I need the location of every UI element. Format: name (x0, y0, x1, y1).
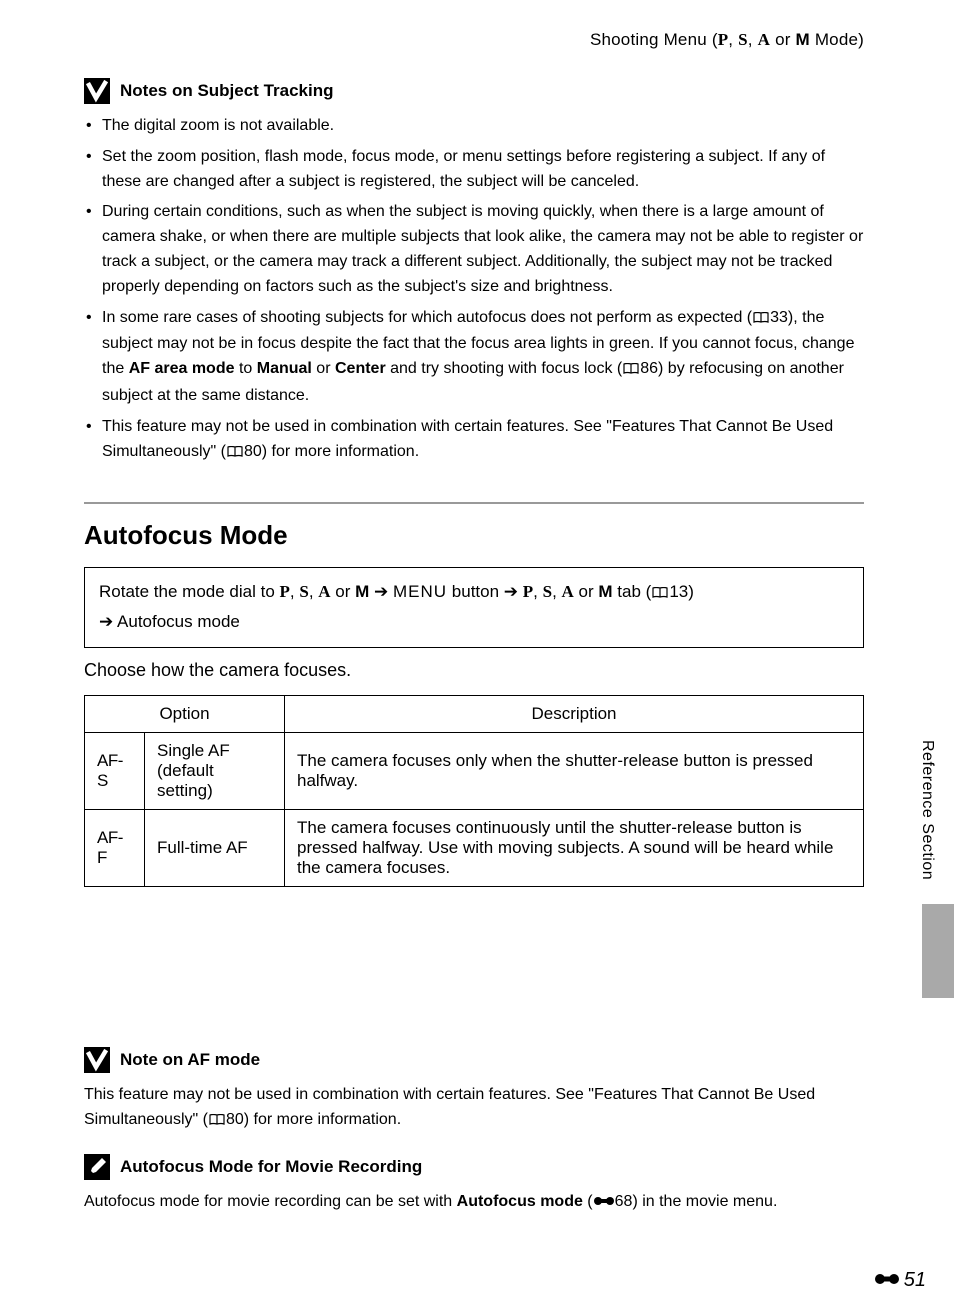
mode-s: S (738, 30, 748, 49)
note-movie-title: Autofocus Mode for Movie Recording (120, 1157, 422, 1177)
book-icon (623, 359, 639, 384)
note-af-title: Note on AF mode (120, 1050, 260, 1070)
table-row: AF-F Full-time AF The camera focuses con… (85, 809, 864, 886)
mode-p: P (718, 30, 729, 49)
arrow-icon: ➔ (374, 582, 388, 601)
note-af-mode: Note on AF mode This feature may not be … (84, 1047, 864, 1135)
af-icon-fulltime: AF-F (85, 809, 145, 886)
note-movie-body: Autofocus mode for movie recording can b… (84, 1190, 864, 1215)
mode-m: M (796, 30, 810, 49)
book-icon (753, 308, 769, 333)
arrow-icon: ➔ (99, 612, 113, 631)
table-header-row: Option Description (85, 695, 864, 732)
autofocus-intro: Choose how the camera focuses. (84, 660, 864, 681)
section-divider (84, 502, 864, 504)
book-icon (652, 580, 668, 607)
bullet-5: This feature may not be used in combinat… (84, 415, 864, 467)
note-movie-recording: Autofocus Mode for Movie Recording Autof… (84, 1154, 864, 1215)
side-tab (922, 904, 954, 998)
option-fulltime-af: Full-time AF (145, 809, 285, 886)
option-single-af: Single AF (default setting) (145, 732, 285, 809)
notes-subject-tracking: Notes on Subject Tracking The digital zo… (84, 78, 864, 466)
page-header: Shooting Menu (P, S, A or M Mode) (84, 30, 864, 50)
header-prefix: Shooting Menu ( (590, 30, 718, 49)
side-section-label: Reference Section (918, 740, 936, 880)
table-row: AF-S Single AF (default setting) The cam… (85, 732, 864, 809)
caution-icon (84, 1047, 110, 1073)
bullet-3: During certain conditions, such as when … (84, 200, 864, 299)
note-af-body: This feature may not be used in combinat… (84, 1083, 864, 1135)
book-icon (209, 1110, 225, 1135)
bullet-4: In some rare cases of shooting subjects … (84, 306, 864, 409)
link-icon (593, 1193, 615, 1210)
autofocus-table: Option Description AF-S Single AF (defau… (84, 695, 864, 887)
page-number: 51 (874, 1269, 926, 1292)
pencil-icon (84, 1154, 110, 1180)
bullet-1: The digital zoom is not available. (84, 114, 864, 139)
col-description: Description (285, 695, 864, 732)
bullet-2: Set the zoom position, flash mode, focus… (84, 145, 864, 195)
mode-a: A (758, 30, 770, 49)
arrow-icon: ➔ (504, 582, 518, 601)
navigation-path-box: Rotate the mode dial to P, S, A or M ➔ M… (84, 567, 864, 647)
col-option: Option (85, 695, 285, 732)
link-icon (874, 1269, 900, 1292)
desc-fulltime-af: The camera focuses continuously until th… (285, 809, 864, 886)
autofocus-mode-title: Autofocus Mode (84, 520, 864, 551)
af-icon-single: AF-S (85, 732, 145, 809)
menu-label: MENU (393, 582, 447, 601)
book-icon (227, 442, 243, 467)
desc-single-af: The camera focuses only when the shutter… (285, 732, 864, 809)
header-suffix: Mode) (810, 30, 864, 49)
notes-tracking-title: Notes on Subject Tracking (120, 81, 334, 101)
caution-icon (84, 78, 110, 104)
notes-tracking-list: The digital zoom is not available. Set t… (84, 114, 864, 466)
